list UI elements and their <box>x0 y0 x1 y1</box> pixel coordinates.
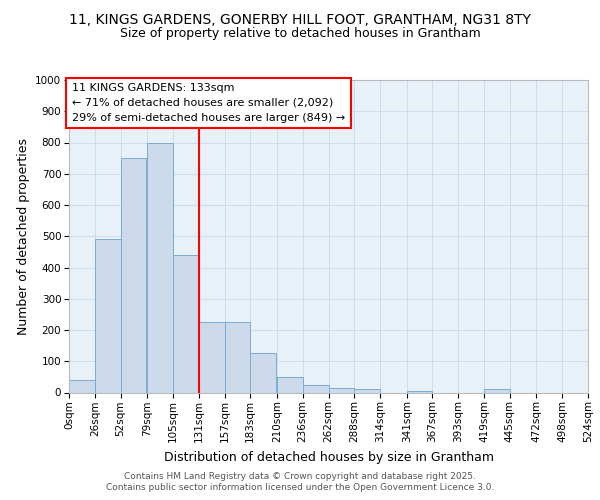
Bar <box>354 390 380 392</box>
Bar <box>121 158 146 392</box>
Text: Contains public sector information licensed under the Open Government Licence 3.: Contains public sector information licen… <box>106 484 494 492</box>
Bar <box>303 384 329 392</box>
Bar <box>250 354 276 393</box>
Bar <box>95 240 121 392</box>
Y-axis label: Number of detached properties: Number of detached properties <box>17 138 29 335</box>
Text: 11 KINGS GARDENS: 133sqm
← 71% of detached houses are smaller (2,092)
29% of sem: 11 KINGS GARDENS: 133sqm ← 71% of detach… <box>72 83 345 122</box>
Text: 11, KINGS GARDENS, GONERBY HILL FOOT, GRANTHAM, NG31 8TY: 11, KINGS GARDENS, GONERBY HILL FOOT, GR… <box>69 12 531 26</box>
Text: Contains HM Land Registry data © Crown copyright and database right 2025.: Contains HM Land Registry data © Crown c… <box>124 472 476 481</box>
Bar <box>147 142 173 392</box>
Bar <box>484 390 510 392</box>
X-axis label: Distribution of detached houses by size in Grantham: Distribution of detached houses by size … <box>163 450 493 464</box>
Bar <box>69 380 95 392</box>
Bar <box>199 322 224 392</box>
Bar <box>277 377 303 392</box>
Bar <box>173 255 199 392</box>
Bar <box>329 388 354 392</box>
Bar <box>407 391 433 392</box>
Text: Size of property relative to detached houses in Grantham: Size of property relative to detached ho… <box>119 28 481 40</box>
Bar <box>224 322 250 392</box>
